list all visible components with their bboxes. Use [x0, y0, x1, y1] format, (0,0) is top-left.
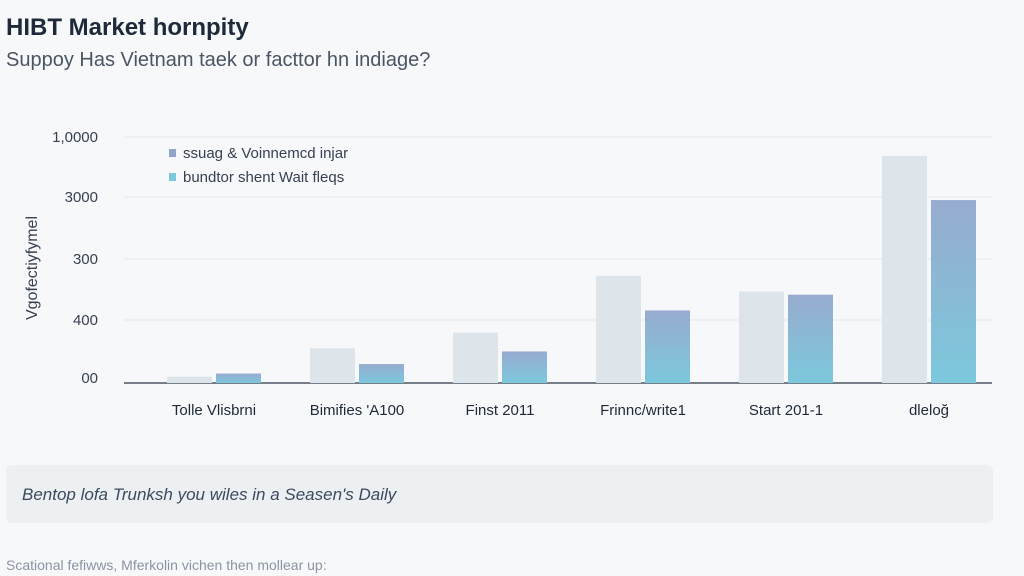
bar-series-1	[167, 376, 212, 383]
legend-swatch	[169, 149, 176, 157]
y-tick-label: 00	[81, 370, 98, 387]
bar-series-1	[739, 291, 784, 383]
bar-series-2	[931, 200, 976, 383]
y-tick-label: 400	[73, 312, 98, 329]
footer-text: Scational fefiwws, Mferkolin vichen then…	[6, 557, 327, 573]
bar-series-2	[788, 294, 833, 383]
y-tick-label: 300	[73, 251, 98, 268]
legend-label: bundtor shent Wait fleqs	[183, 169, 344, 186]
x-tick-label: Finst 2011	[466, 402, 535, 419]
bar-series-2	[216, 373, 261, 383]
y-tick-label: 3000	[65, 189, 98, 206]
x-tick-label: dleloğ	[909, 402, 949, 419]
bar-series-2	[502, 351, 547, 383]
y-axis-label: Vgofectiyfymel	[24, 215, 41, 321]
chart-subtitle: Suppoy Has Vietnam taek or facttor hn in…	[6, 49, 431, 71]
bar-series-2	[645, 310, 690, 383]
insight-note: Bentop lofa Trunksh you wiles in a Sease…	[6, 465, 993, 523]
bar-series-1	[596, 275, 641, 383]
bar-series-2	[359, 364, 404, 383]
x-tick-label: Bimifies 'A100	[310, 402, 405, 419]
x-tick-label: Frinnc/write1	[600, 402, 686, 419]
legend-swatch	[169, 173, 176, 181]
chart-area: 00 400 300 3000 1,0000 Tolle Vlisbrni Bimifies…	[0, 100, 1024, 440]
bar-series-1	[453, 332, 498, 383]
legend-label: ssuag & Voinnemcd injar	[183, 145, 348, 162]
bar-series-1	[882, 155, 927, 383]
bar-series-1	[310, 348, 355, 383]
x-tick-label: Tolle Vlisbrni	[172, 402, 256, 419]
y-tick-label: 1,0000	[52, 129, 98, 146]
bar-chart: 00 400 300 3000 1,0000 Tolle Vlisbrni Bimifies…	[52, 129, 992, 419]
x-tick-label: Start 201-1	[749, 402, 823, 419]
insight-note-text: Bentop lofa Trunksh you wiles in a Sease…	[22, 485, 397, 504]
chart-title: HIBT Market hornpity	[6, 14, 249, 41]
